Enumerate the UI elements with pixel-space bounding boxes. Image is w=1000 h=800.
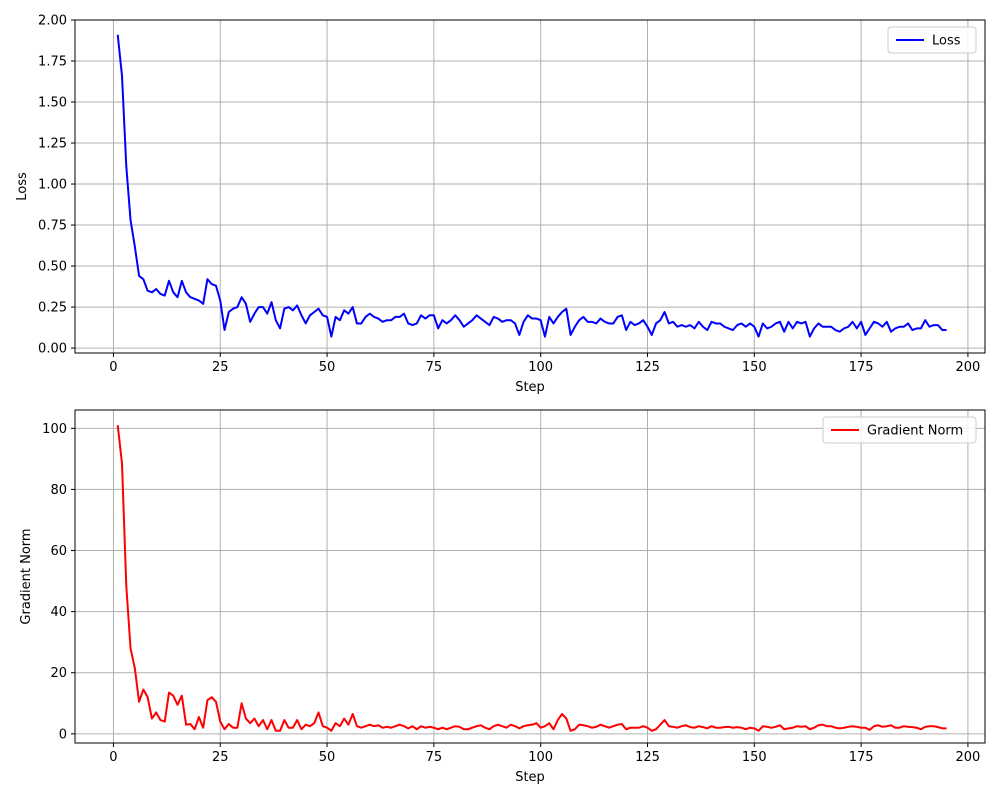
x-tick-label: 50 [319,360,336,375]
y-tick-label: 100 [42,422,67,437]
y-tick-label: 80 [50,483,67,498]
x-tick-label: 0 [109,750,117,765]
plot-frame [74,19,986,354]
y-axis-label: Loss [15,172,30,201]
series-line-gradient-norm [116,425,947,732]
x-tick-label: 200 [955,360,980,375]
x-tick-label: 100 [528,360,553,375]
y-tick-label: 1.25 [38,137,67,152]
x-tick-label: 175 [849,360,874,375]
x-tick-label: 25 [212,750,229,765]
y-tick-label: 1.00 [38,178,67,193]
y-axis-label: Gradient Norm [19,528,34,624]
plot-frame [74,409,986,744]
x-axis-label: Step [515,770,545,785]
x-tick-label: 0 [109,360,117,375]
x-tick-label: 125 [635,360,660,375]
series-line-loss [116,34,947,338]
x-tick-label: 150 [742,360,767,375]
legend: Gradient Norm [822,416,977,444]
y-tick-label: 2.00 [38,14,67,29]
x-tick-label: 75 [426,750,443,765]
x-tick-label: 50 [319,750,336,765]
x-tick-label: 25 [212,360,229,375]
y-tick-label: 0.25 [38,301,67,316]
y-tick-label: 40 [50,605,67,620]
y-tick-label: 0.00 [38,342,67,357]
y-tick-label: 60 [50,544,67,559]
y-tick-label: 1.75 [38,55,67,70]
legend-box [822,416,977,444]
y-tick-label: 0 [59,727,67,742]
y-tick-label: 20 [50,666,67,681]
y-tick-label: 1.50 [38,96,67,111]
x-tick-label: 200 [955,750,980,765]
x-tick-label: 100 [528,750,553,765]
x-tick-label: 75 [426,360,443,375]
gradient-norm-panel: 0 25 50 75 100 125 150 175 200 0 20 40 60 80 100 Step Gr… [19,409,986,785]
legend: Loss [887,26,977,54]
x-axis-label: Step [515,380,545,395]
y-tick-label: 0.75 [38,219,67,234]
y-tick-label: 0.50 [38,260,67,275]
x-tick-label: 175 [849,750,874,765]
x-tick-label: 150 [742,750,767,765]
x-tick-label: 125 [635,750,660,765]
legend-label: Gradient Norm [867,424,963,439]
legend-box [887,26,977,54]
loss-panel: 0 25 50 75 100 125 150 175 200 0.00 0.25 0.50 0.75 1.… [15,14,986,395]
legend-label: Loss [932,34,961,49]
